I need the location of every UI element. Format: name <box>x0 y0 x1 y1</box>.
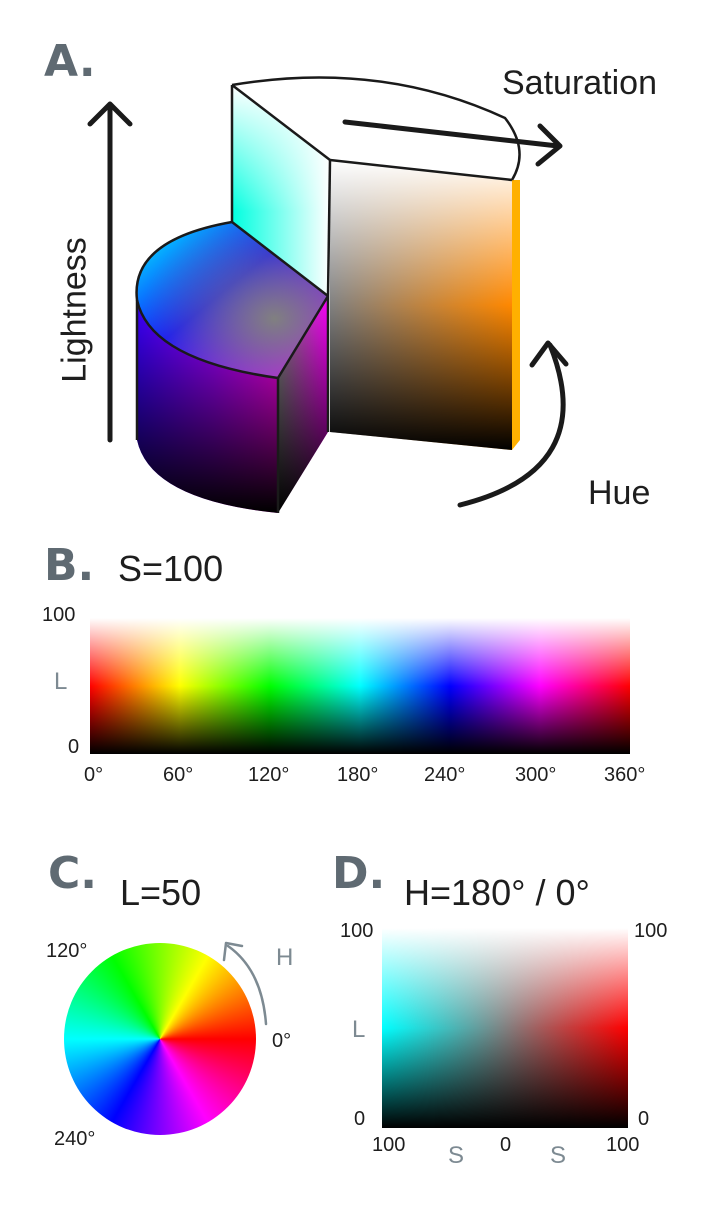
panel-b-x-tick: 360° <box>604 764 646 786</box>
panel-d-y-axis-label: L <box>352 1016 366 1043</box>
saturation-arrow <box>342 119 563 167</box>
panel-c-hue-label: H <box>276 944 294 971</box>
lightness-arrow <box>87 101 133 443</box>
panel-d-left-top: 100 <box>340 920 374 942</box>
lightness-label: Lightness <box>55 237 94 383</box>
panel-d-right-bottom: 0 <box>638 1108 650 1130</box>
panel-d-letter: D. <box>332 848 386 899</box>
panel-c-title: L=50 <box>120 872 202 913</box>
magenta-hue-wall <box>278 296 328 513</box>
saturation-lightness-gradient <box>382 928 628 1128</box>
panel-c-label-120: 120° <box>46 940 88 962</box>
panel-b-title: S=100 <box>118 548 224 589</box>
panel-c-label-0: 0° <box>272 1030 292 1052</box>
hue-arrow <box>457 340 569 508</box>
panel-c-letter: C. <box>48 848 98 899</box>
panel-d-x-left: 100 <box>372 1134 406 1156</box>
panel-d-left-bottom: 0 <box>354 1108 366 1130</box>
panel-d-x-right: 100 <box>606 1134 640 1156</box>
panel-d-right-top: 100 <box>634 920 668 942</box>
panel-c-label-240: 240° <box>54 1128 96 1150</box>
panel-b-y-axis-label: L <box>54 668 68 695</box>
panel-b-x-tick: 240° <box>424 764 466 786</box>
panel-b-letter: B. <box>44 540 95 591</box>
panel-d-x-axis-label-left: S <box>448 1142 465 1169</box>
panel-d-title: H=180° / 0° <box>404 872 590 913</box>
hsl-cylinder-illustration <box>87 76 569 513</box>
panel-b-y-top: 100 <box>42 604 76 626</box>
hue-label: Hue <box>588 474 651 512</box>
hue-lightness-gradient <box>90 618 630 754</box>
hue-wheel <box>64 943 256 1135</box>
hue-direction-arrow <box>222 941 268 1026</box>
panel-b-x-tick: 300° <box>515 764 557 786</box>
panel-d-x-center: 0 <box>500 1134 512 1156</box>
cylinder-side <box>137 300 278 513</box>
panel-a-letter: A. <box>44 36 96 87</box>
panel-b-x-tick: 120° <box>248 764 290 786</box>
cyan-hue-wall <box>232 85 330 296</box>
cylinder-top-disc <box>136 222 328 378</box>
orange-hue-wall <box>330 160 520 450</box>
panel-b-y-bottom: 0 <box>68 736 80 758</box>
panel-b-x-tick: 180° <box>337 764 379 786</box>
panel-b-x-tick: 0° <box>84 764 104 786</box>
panel-d-x-axis-label-right: S <box>550 1142 567 1169</box>
saturation-label: Saturation <box>502 64 657 102</box>
panel-b-x-tick: 60° <box>163 764 194 786</box>
cylinder-outline <box>135 76 521 513</box>
